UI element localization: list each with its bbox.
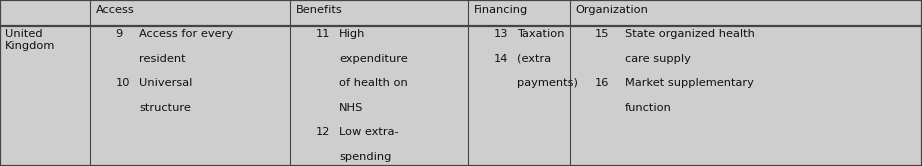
Text: resident: resident <box>139 54 186 64</box>
Text: 9: 9 <box>115 29 123 39</box>
Text: Organization: Organization <box>575 4 648 15</box>
Text: Universal: Universal <box>139 78 193 88</box>
Text: Access for every: Access for every <box>139 29 233 39</box>
Text: State organized health: State organized health <box>625 29 755 39</box>
Text: Access: Access <box>96 4 135 15</box>
Text: 15: 15 <box>595 29 609 39</box>
Text: structure: structure <box>139 103 191 113</box>
Text: 10: 10 <box>115 78 130 88</box>
Text: 11: 11 <box>315 29 330 39</box>
Text: 13: 13 <box>493 29 508 39</box>
Text: Taxation: Taxation <box>517 29 565 39</box>
Text: function: function <box>625 103 672 113</box>
Text: care supply: care supply <box>625 54 691 64</box>
Text: spending: spending <box>339 152 392 162</box>
Text: expenditure: expenditure <box>339 54 408 64</box>
Text: 12: 12 <box>315 127 330 137</box>
Text: 16: 16 <box>595 78 609 88</box>
Text: Market supplementary: Market supplementary <box>625 78 754 88</box>
Text: Low extra-: Low extra- <box>339 127 399 137</box>
Text: (extra: (extra <box>517 54 551 64</box>
Text: Benefits: Benefits <box>296 4 343 15</box>
Text: High: High <box>339 29 366 39</box>
Text: 14: 14 <box>493 54 508 64</box>
Text: of health on: of health on <box>339 78 408 88</box>
Text: payments): payments) <box>517 78 578 88</box>
Text: United
Kingdom: United Kingdom <box>5 29 55 51</box>
Text: NHS: NHS <box>339 103 363 113</box>
Text: Financing: Financing <box>474 4 528 15</box>
